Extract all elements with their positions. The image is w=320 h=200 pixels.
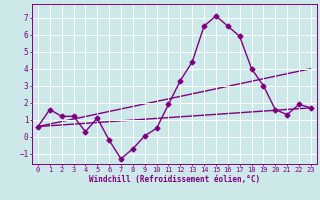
X-axis label: Windchill (Refroidissement éolien,°C): Windchill (Refroidissement éolien,°C)	[89, 175, 260, 184]
